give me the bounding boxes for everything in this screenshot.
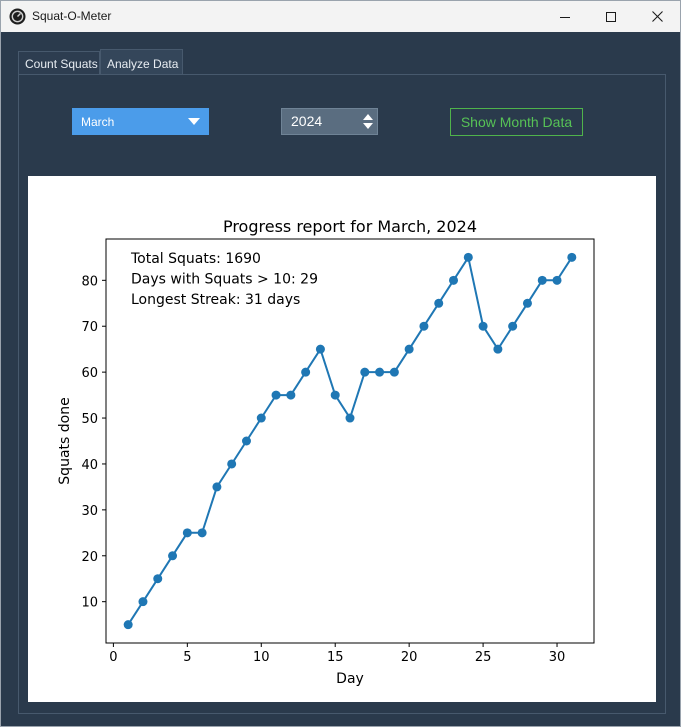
data-point xyxy=(404,344,414,354)
data-point xyxy=(434,298,444,308)
data-point xyxy=(522,298,532,308)
x-tick-label: 5 xyxy=(183,650,191,665)
tab-analyze-data[interactable]: Analyze Data xyxy=(100,49,183,75)
stats-annotation: Days with Squats > 10: 29 xyxy=(131,272,318,288)
y-tick-label: 40 xyxy=(81,458,98,473)
data-point xyxy=(168,551,178,561)
data-point xyxy=(123,620,133,630)
data-point xyxy=(241,436,251,446)
data-point xyxy=(375,367,385,377)
data-point xyxy=(463,252,473,262)
y-tick-label: 50 xyxy=(81,412,98,427)
spin-down-icon[interactable] xyxy=(363,123,373,129)
y-tick-label: 30 xyxy=(81,504,98,519)
data-point xyxy=(345,413,355,423)
y-tick-label: 80 xyxy=(81,274,98,289)
data-point xyxy=(286,390,296,400)
data-point xyxy=(315,344,325,354)
x-tick-label: 10 xyxy=(253,650,270,665)
tab-count-squats[interactable]: Count Squats xyxy=(18,51,100,75)
app-icon xyxy=(9,8,26,25)
chevron-down-icon[interactable] xyxy=(188,118,200,125)
maximize-icon xyxy=(606,11,616,22)
data-point xyxy=(138,597,148,607)
data-point xyxy=(537,275,547,285)
data-point xyxy=(212,482,222,492)
x-tick-label: 0 xyxy=(109,650,117,665)
stats-annotation: Total Squats: 1690 xyxy=(130,251,261,267)
year-spinbox[interactable]: 2024 xyxy=(281,108,378,135)
x-tick-label: 15 xyxy=(327,650,344,665)
y-tick-label: 60 xyxy=(81,366,98,381)
tab-panel xyxy=(18,74,666,714)
y-axis-label: Squats done xyxy=(57,397,73,484)
month-dropdown-value: March xyxy=(81,115,115,129)
y-tick-label: 20 xyxy=(81,550,98,565)
title-bar: Squat-O-Meter xyxy=(1,1,680,32)
progress-chart: Progress report for March, 2024 0 5 10 15 20 2… xyxy=(57,217,595,687)
plot-frame xyxy=(105,238,595,644)
window-title: Squat-O-Meter xyxy=(32,9,112,23)
data-point xyxy=(478,321,488,331)
data-point xyxy=(197,528,207,538)
data-point xyxy=(567,252,577,262)
data-point xyxy=(301,367,311,377)
data-point xyxy=(256,413,266,423)
chart-canvas: Progress report for March, 2024 0 5 10 15 20 2… xyxy=(28,176,656,702)
data-point xyxy=(508,321,518,331)
x-tick-label: 20 xyxy=(401,650,418,665)
chart-title: Progress report for March, 2024 xyxy=(223,217,477,236)
data-point xyxy=(449,275,459,285)
data-point xyxy=(419,321,429,331)
data-point xyxy=(182,528,192,538)
x-axis-label: Day xyxy=(336,671,364,687)
stats-annotation: Longest Streak: 31 days xyxy=(131,292,300,308)
data-point xyxy=(493,344,503,354)
month-dropdown[interactable]: March xyxy=(72,108,209,135)
y-tick-label: 70 xyxy=(81,320,98,335)
maximize-button[interactable] xyxy=(588,1,634,32)
close-button[interactable] xyxy=(634,1,680,32)
main-content: Count Squats Analyze Data March 2024 Sho… xyxy=(1,32,680,726)
series-line xyxy=(127,254,573,626)
show-month-data-button[interactable]: Show Month Data xyxy=(450,108,583,136)
minimize-button[interactable] xyxy=(542,1,588,32)
spin-up-icon[interactable] xyxy=(363,114,373,120)
data-point xyxy=(330,390,340,400)
close-icon xyxy=(651,11,663,22)
y-tick-label: 10 xyxy=(81,596,98,611)
data-point xyxy=(153,574,163,584)
minimize-icon xyxy=(560,16,570,18)
data-point xyxy=(389,367,399,377)
year-spinbox-value: 2024 xyxy=(291,113,323,129)
data-point xyxy=(227,459,237,469)
data-point xyxy=(360,367,370,377)
data-point xyxy=(552,275,562,285)
x-tick-label: 30 xyxy=(549,650,566,665)
data-point xyxy=(271,390,281,400)
x-tick-label: 25 xyxy=(475,650,492,665)
